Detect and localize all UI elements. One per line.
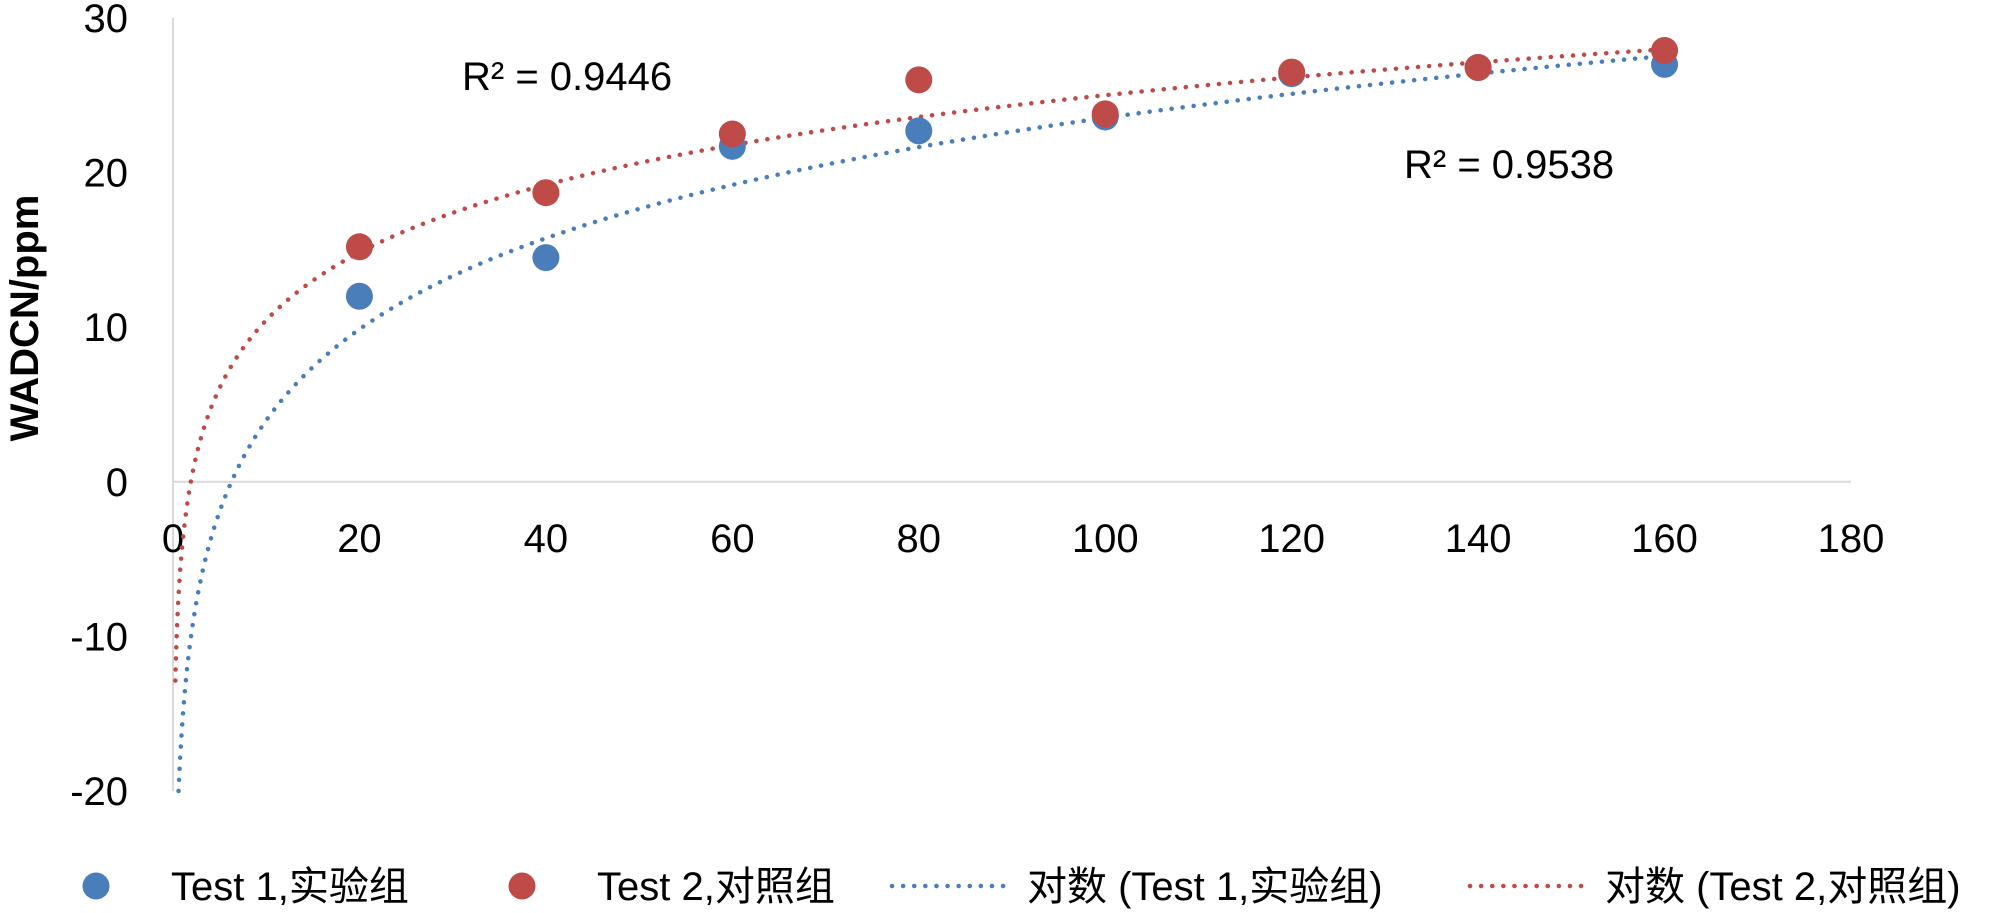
legend-trend-label-series-2: 对数 (Test 2,对照组) <box>1605 865 1961 909</box>
x-tick-label: 140 <box>1445 517 1512 561</box>
legend-label-series-1: Test 1,实验组 <box>171 865 409 909</box>
y-tick-label: 30 <box>84 0 129 41</box>
legend: Test 1,实验组 Test 2,对照组 对数 (Test 1,实验组) 对数 (T… <box>82 865 1961 909</box>
x-tick-label: 60 <box>710 517 755 561</box>
data-point-series-1 <box>905 117 933 145</box>
y-tick-labels: -20 -10 0 10 20 30 <box>70 0 128 814</box>
y-tick-label: 20 <box>84 152 129 196</box>
x-tick-label: 180 <box>1818 517 1885 561</box>
data-point-series-2 <box>532 179 560 207</box>
r2-annotations: R² = 0.9538 R² = 0.9446 <box>462 55 1614 187</box>
data-point-series-2 <box>718 120 746 148</box>
data-point-series-2 <box>1091 100 1119 128</box>
x-tick-label: 100 <box>1072 517 1139 561</box>
x-tick-labels: 0 20 40 60 80 100 120 140 160 180 <box>162 517 1885 561</box>
data-point-series-1 <box>345 282 373 310</box>
x-tick-label: 20 <box>337 517 382 561</box>
data-point-series-1 <box>532 244 560 272</box>
y-tick-label: 10 <box>84 306 129 350</box>
trendline-series-2 <box>173 47 1667 683</box>
axes <box>172 18 1851 791</box>
y-axis-label: WADCN/ppm <box>3 195 47 442</box>
legend-marker-series-2 <box>508 872 536 900</box>
y-tick-label: -20 <box>70 770 128 814</box>
data-point-series-2 <box>1278 58 1306 86</box>
data-point-series-2 <box>905 66 933 94</box>
r2-label-series-1: R² = 0.9538 <box>1404 143 1614 187</box>
x-tick-label: 40 <box>524 517 569 561</box>
data-point-series-2 <box>1651 36 1679 64</box>
y-tick-label: -10 <box>70 615 128 659</box>
x-tick-label: 160 <box>1631 517 1698 561</box>
x-tick-label: 120 <box>1258 517 1325 561</box>
legend-marker-series-1 <box>82 872 110 900</box>
data-point-series-2 <box>1464 53 1492 81</box>
x-tick-label: 80 <box>897 517 942 561</box>
data-points <box>345 36 1679 310</box>
r2-label-series-2: R² = 0.9446 <box>462 55 672 99</box>
x-tick-label: 0 <box>162 517 184 561</box>
trendlines <box>173 47 1667 794</box>
legend-trend-label-series-1: 对数 (Test 1,实验组) <box>1027 865 1383 909</box>
data-point-series-2 <box>345 233 373 261</box>
y-tick-label: 0 <box>106 461 128 505</box>
legend-label-series-2: Test 2,对照组 <box>597 865 835 909</box>
